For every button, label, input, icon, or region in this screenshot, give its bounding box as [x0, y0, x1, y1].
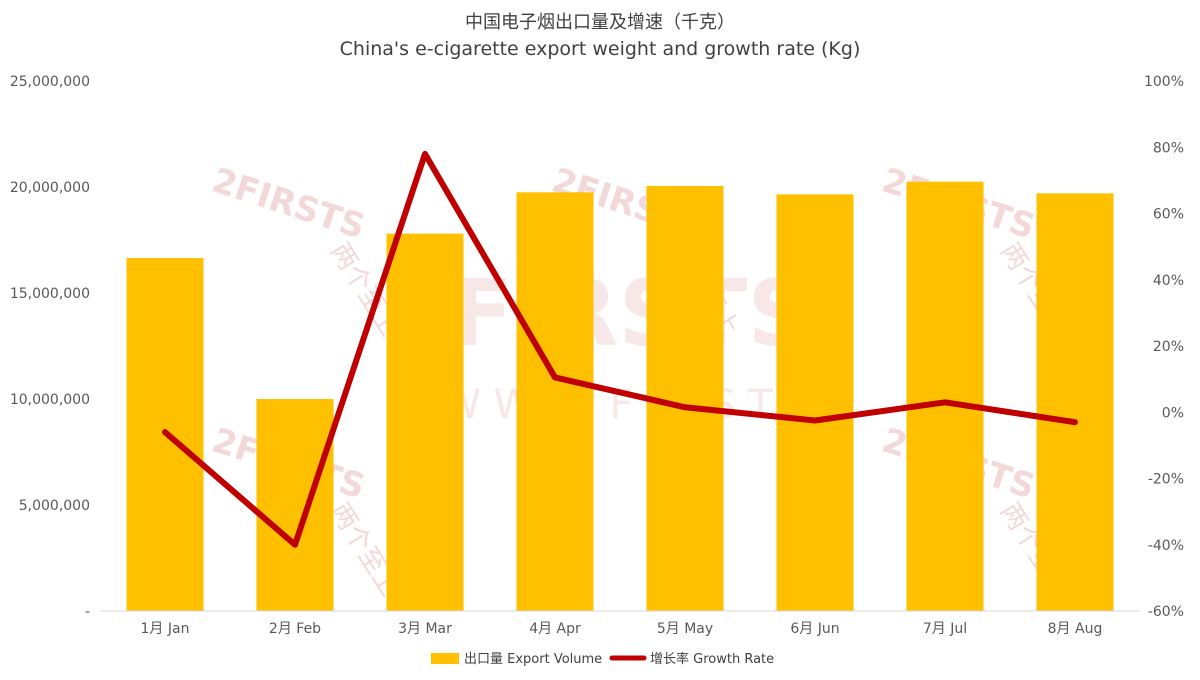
x-axis: 1月 Jan 2月 Feb 3月 Mar 4月 Apr 5月 May 6月 Jun 7月 J… — [141, 621, 1103, 637]
legend: 出口量 Export Volume 增长率 Growth Rate — [431, 651, 774, 667]
point-growth-rate — [554, 376, 556, 378]
chart-subtitle: China's e-cigarette export weight and gr… — [340, 38, 861, 60]
point-growth-rate — [424, 153, 426, 155]
bar-export-volume — [1036, 193, 1114, 612]
legend-label-export-volume: 出口量 Export Volume — [464, 652, 602, 667]
watermark-brand: 2FIRSTS — [207, 161, 370, 248]
legend-label-growth-rate: 增长率 Growth Rate — [650, 651, 774, 667]
left-axis-tick-label: 25,000,000 — [10, 74, 90, 90]
bar-export-volume — [386, 233, 464, 611]
chart-title: 中国电子烟出口量及增速（千克） — [465, 12, 735, 33]
bar-export-volume — [256, 399, 334, 611]
point-growth-rate — [294, 544, 296, 546]
right-axis-tick-label: 100% — [1144, 74, 1184, 90]
x-axis-tick-label: 4月 Apr — [529, 621, 581, 637]
right-axis-tick-label: 40% — [1153, 273, 1184, 289]
x-axis-tick-label: 2月 Feb — [269, 621, 321, 637]
right-axis-tick-label: -20% — [1148, 472, 1184, 488]
right-y-axis: -60% -40% -20% 0% 20% 40% 60% 80% 100% — [1144, 74, 1184, 620]
x-axis-tick-label: 8月 Aug — [1048, 621, 1103, 637]
left-axis-tick-label: 20,000,000 — [10, 180, 90, 196]
left-axis-tick-label: - — [85, 604, 90, 620]
x-axis-tick-label: 5月 May — [657, 621, 713, 637]
right-axis-tick-label: -60% — [1148, 604, 1184, 620]
x-axis-tick-label: 1月 Jan — [141, 621, 190, 637]
right-axis-tick-label: 20% — [1153, 339, 1184, 355]
x-axis-tick-label: 7月 Jul — [923, 621, 967, 637]
bar-export-volume — [906, 181, 984, 611]
right-axis-tick-label: 60% — [1153, 207, 1184, 223]
point-growth-rate — [814, 420, 816, 422]
point-growth-rate — [944, 401, 946, 403]
x-axis-tick-label: 3月 Mar — [398, 621, 452, 637]
point-growth-rate — [164, 431, 166, 433]
right-axis-tick-label: -40% — [1148, 538, 1184, 554]
point-growth-rate — [1074, 421, 1076, 423]
point-growth-rate — [684, 406, 686, 408]
right-axis-tick-label: 80% — [1153, 140, 1184, 156]
left-axis-tick-label: 15,000,000 — [10, 286, 90, 302]
left-axis-tick-label: 10,000,000 — [10, 392, 90, 408]
line-series — [162, 150, 1078, 548]
x-axis-tick-label: 6月 Jun — [790, 621, 839, 637]
left-axis-tick-label: 5,000,000 — [19, 498, 90, 514]
line-growth-rate — [162, 150, 1078, 548]
left-y-axis: - 5,000,000 10,000,000 15,000,000 20,000,000… — [10, 74, 90, 620]
bar-series — [126, 181, 1114, 612]
right-axis-tick-label: 0% — [1162, 405, 1184, 421]
bar-export-volume — [516, 192, 594, 612]
legend-swatch-export-volume — [431, 653, 459, 664]
bar-export-volume — [776, 194, 854, 612]
